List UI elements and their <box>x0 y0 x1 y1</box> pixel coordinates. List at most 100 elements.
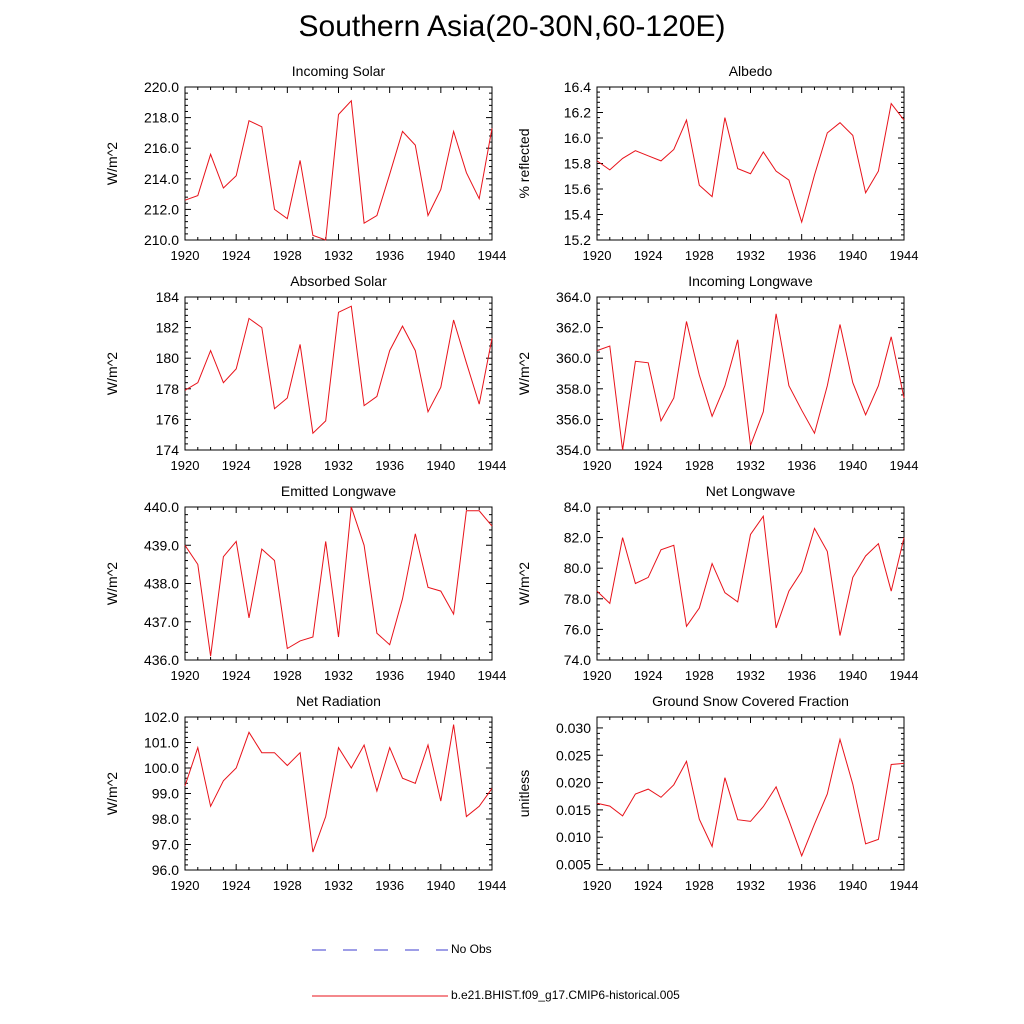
x-tick-label: 1932 <box>736 878 765 893</box>
x-tick-label: 1944 <box>478 878 507 893</box>
x-tick-label: 1944 <box>890 668 919 683</box>
y-tick-label: 0.020 <box>556 775 591 791</box>
x-tick-label: 1944 <box>478 668 507 683</box>
y-tick-label: 16.2 <box>564 105 591 121</box>
y-tick-label: 176 <box>156 411 180 427</box>
y-tick-label: 436.0 <box>144 652 179 668</box>
chart-title: Ground Snow Covered Fraction <box>652 693 849 709</box>
plot-frame <box>596 296 905 451</box>
x-tick-label: 1944 <box>478 458 507 473</box>
y-tick-label: 438.0 <box>144 576 179 592</box>
x-tick-label: 1920 <box>583 248 612 263</box>
x-tick-label: 1936 <box>375 458 404 473</box>
x-tick-label: 1940 <box>838 458 867 473</box>
y-axis-label: W/m^2 <box>104 562 120 605</box>
y-axis-label: W/m^2 <box>516 562 532 605</box>
chart-panel-3: 1920 1924 1928 1932 1936 1940 1944 174 176 178 180… <box>104 273 506 473</box>
chart-panel-5: 1920 1924 1928 1932 1936 1940 1944 436.0 437.0 43… <box>104 483 506 683</box>
x-tick-label: 1920 <box>171 458 200 473</box>
x-tick-label: 1924 <box>222 248 251 263</box>
y-tick-label: 101.0 <box>144 735 179 751</box>
x-tick-label: 1920 <box>583 668 612 683</box>
x-tick-label: 1920 <box>171 668 200 683</box>
x-tick-label: 1920 <box>171 878 200 893</box>
x-tick-label: 1932 <box>324 878 353 893</box>
y-tick-label: 354.0 <box>556 442 591 458</box>
y-tick-label: 214.0 <box>144 171 179 187</box>
chart-panel-6: 1920 1924 1928 1932 1936 1940 1944 74.0 76.0 78.0… <box>516 483 918 683</box>
y-tick-label: 439.0 <box>144 537 179 553</box>
x-tick-label: 1940 <box>838 248 867 263</box>
x-tick-label: 1928 <box>273 668 302 683</box>
chart-title: Albedo <box>729 63 773 79</box>
x-tick-label: 1944 <box>890 458 919 473</box>
plot-frame <box>596 506 905 661</box>
x-tick-label: 1932 <box>324 248 353 263</box>
x-tick-label: 1932 <box>324 458 353 473</box>
y-tick-label: 184 <box>156 289 180 305</box>
y-tick-label: 362.0 <box>556 320 591 336</box>
chart-title: Incoming Longwave <box>688 273 813 289</box>
x-tick-label: 1932 <box>736 458 765 473</box>
chart-title: Net Longwave <box>706 483 796 499</box>
figure-title: Southern Asia(20-30N,60-120E) <box>298 10 726 43</box>
y-tick-label: 216.0 <box>144 140 179 156</box>
y-tick-label: 174 <box>156 442 180 458</box>
y-tick-label: 0.015 <box>556 802 591 818</box>
legend-label-no-obs: No Obs <box>451 942 492 956</box>
plot-frame <box>184 716 493 871</box>
plot-frame <box>184 86 493 241</box>
x-tick-label: 1928 <box>273 248 302 263</box>
y-tick-label: 440.0 <box>144 499 179 515</box>
series-line <box>596 514 905 636</box>
x-tick-label: 1924 <box>222 878 251 893</box>
x-tick-label: 1936 <box>787 458 816 473</box>
x-tick-label: 1924 <box>634 248 663 263</box>
y-tick-label: 98.0 <box>152 811 179 827</box>
x-tick-label: 1940 <box>426 248 455 263</box>
chart-panel-4: 1920 1924 1928 1932 1936 1940 1944 354.0 356.0 35… <box>516 273 918 473</box>
y-tick-label: 16.0 <box>564 130 591 146</box>
series-line <box>596 737 905 858</box>
x-tick-label: 1940 <box>426 878 455 893</box>
chart-panel-7: 1920 1924 1928 1932 1936 1940 1944 96.0 97.0 98.0… <box>104 693 506 893</box>
x-tick-label: 1928 <box>685 668 714 683</box>
y-tick-label: 99.0 <box>152 786 179 802</box>
y-tick-label: 82.0 <box>564 530 591 546</box>
y-tick-label: 15.2 <box>564 232 591 248</box>
x-tick-label: 1920 <box>583 458 612 473</box>
y-tick-label: 182 <box>156 320 180 336</box>
x-tick-label: 1920 <box>583 878 612 893</box>
plot-frame <box>184 296 493 451</box>
y-tick-label: 364.0 <box>556 289 591 305</box>
y-tick-label: 15.8 <box>564 156 591 172</box>
y-tick-label: 0.005 <box>556 857 591 873</box>
series-line <box>596 102 905 224</box>
y-tick-label: 84.0 <box>564 499 591 515</box>
chart-title: Absorbed Solar <box>290 273 387 289</box>
chart-panel-2: 1920 1924 1928 1932 1936 1940 1944 15.2 15.4 15.6… <box>516 63 918 263</box>
x-tick-label: 1944 <box>890 248 919 263</box>
x-tick-label: 1936 <box>375 248 404 263</box>
x-tick-label: 1928 <box>273 878 302 893</box>
x-tick-label: 1928 <box>685 878 714 893</box>
series-line <box>184 305 493 435</box>
y-tick-label: 437.0 <box>144 614 179 630</box>
x-tick-label: 1940 <box>426 458 455 473</box>
y-tick-label: 358.0 <box>556 381 591 397</box>
x-tick-label: 1932 <box>736 668 765 683</box>
y-tick-label: 180 <box>156 350 180 366</box>
y-tick-label: 102.0 <box>144 709 179 725</box>
y-tick-label: 97.0 <box>152 837 179 853</box>
chart-title: Incoming Solar <box>292 63 386 79</box>
y-tick-label: 78.0 <box>564 591 591 607</box>
y-tick-label: 356.0 <box>556 411 591 427</box>
y-tick-label: 80.0 <box>564 560 591 576</box>
chart-title: Net Radiation <box>296 693 381 709</box>
x-tick-label: 1936 <box>787 668 816 683</box>
y-axis-label: W/m^2 <box>516 352 532 395</box>
x-tick-label: 1936 <box>787 878 816 893</box>
x-tick-label: 1924 <box>634 668 663 683</box>
y-tick-label: 360.0 <box>556 350 591 366</box>
y-tick-label: 178 <box>156 381 180 397</box>
